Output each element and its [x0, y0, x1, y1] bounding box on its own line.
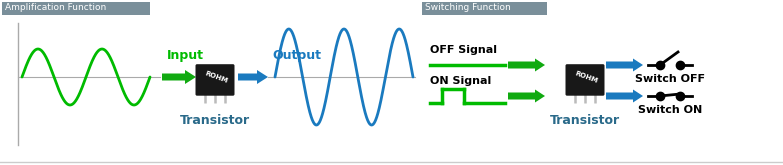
Polygon shape — [606, 89, 643, 102]
FancyBboxPatch shape — [2, 2, 150, 15]
Text: Output: Output — [272, 49, 321, 62]
Text: ROHM: ROHM — [204, 70, 229, 84]
Text: Transistor: Transistor — [180, 114, 250, 127]
Text: Transistor: Transistor — [550, 114, 620, 127]
FancyBboxPatch shape — [196, 64, 234, 96]
Text: OFF Signal: OFF Signal — [430, 45, 497, 55]
Polygon shape — [162, 70, 196, 84]
Text: Amplification Function: Amplification Function — [5, 3, 106, 13]
Text: ROHM: ROHM — [574, 70, 598, 84]
Polygon shape — [606, 59, 643, 71]
Polygon shape — [238, 70, 268, 84]
Text: Switch ON: Switch ON — [638, 105, 702, 115]
Text: Switch OFF: Switch OFF — [635, 74, 705, 84]
Text: Switching Function: Switching Function — [425, 3, 511, 13]
FancyBboxPatch shape — [565, 64, 604, 96]
Polygon shape — [508, 89, 545, 102]
Polygon shape — [508, 59, 545, 71]
Text: Input: Input — [167, 49, 204, 62]
FancyBboxPatch shape — [422, 2, 547, 15]
Text: ON Signal: ON Signal — [430, 76, 491, 86]
